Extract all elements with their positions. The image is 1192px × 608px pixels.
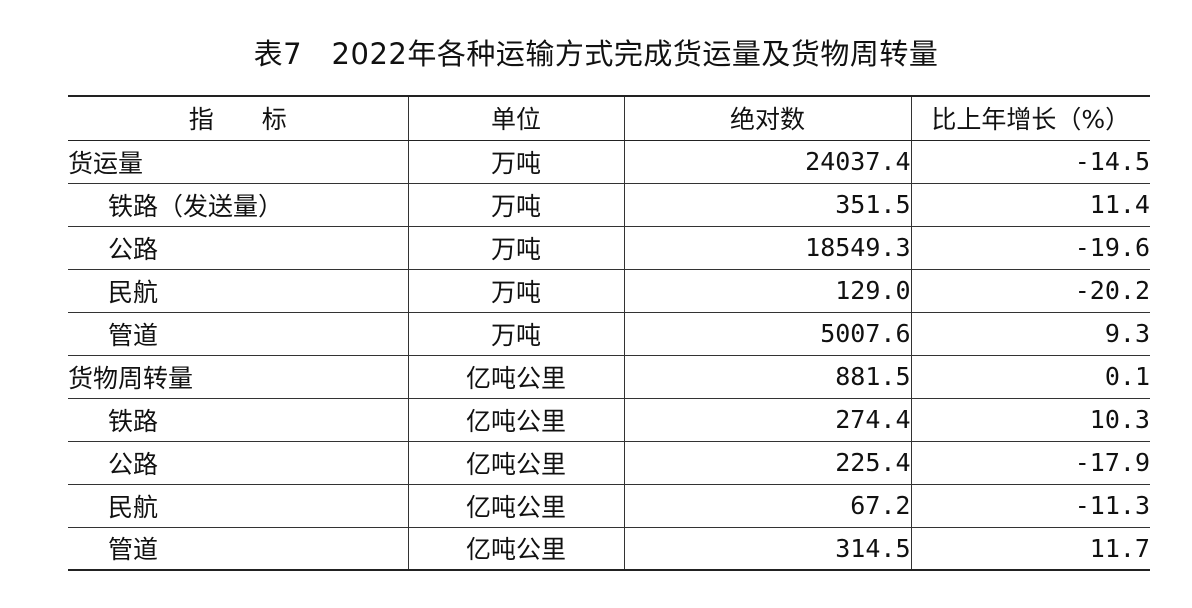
table-title: 表7 2022年各种运输方式完成货运量及货物周转量 bbox=[253, 37, 939, 71]
indicator-cell: 民航 bbox=[68, 269, 408, 313]
absolute-value-cell: 225.4 bbox=[623, 441, 911, 485]
unit-cell: 亿吨公里 bbox=[407, 527, 624, 571]
absolute-value-cell: 18549.3 bbox=[623, 226, 911, 270]
table-row: 铁路 亿吨公里 274.4 10.3 bbox=[68, 398, 1150, 442]
growth-value-cell: 11.4 bbox=[910, 183, 1150, 227]
indicator-cell: 管道 bbox=[68, 527, 408, 571]
unit-cell: 万吨 bbox=[407, 140, 624, 184]
header-growth: 比上年增长（%） bbox=[910, 95, 1150, 141]
absolute-value-cell: 24037.4 bbox=[623, 140, 911, 184]
absolute-value-cell: 129.0 bbox=[623, 269, 911, 313]
header-absolute: 绝对数 bbox=[623, 95, 911, 141]
unit-cell: 万吨 bbox=[407, 312, 624, 356]
header-unit: 单位 bbox=[407, 95, 624, 141]
unit-cell: 亿吨公里 bbox=[407, 355, 624, 399]
growth-value-cell: 9.3 bbox=[910, 312, 1150, 356]
growth-value-cell: 0.1 bbox=[910, 355, 1150, 399]
table-row: 铁路（发送量） 万吨 351.5 11.4 bbox=[68, 183, 1150, 227]
absolute-value-cell: 351.5 bbox=[623, 183, 911, 227]
table-row: 公路 亿吨公里 225.4 -17.9 bbox=[68, 441, 1150, 485]
unit-cell: 万吨 bbox=[407, 226, 624, 270]
growth-value-cell: 10.3 bbox=[910, 398, 1150, 442]
unit-cell: 万吨 bbox=[407, 269, 624, 313]
growth-value-cell: -14.5 bbox=[910, 140, 1150, 184]
unit-cell: 亿吨公里 bbox=[407, 484, 624, 528]
growth-value-cell: -11.3 bbox=[910, 484, 1150, 528]
absolute-value-cell: 314.5 bbox=[623, 527, 911, 571]
growth-value-cell: -17.9 bbox=[910, 441, 1150, 485]
indicator-cell: 铁路（发送量） bbox=[68, 183, 408, 227]
growth-value-cell: 11.7 bbox=[910, 527, 1150, 571]
absolute-value-cell: 5007.6 bbox=[623, 312, 911, 356]
indicator-cell: 货物周转量 bbox=[68, 355, 408, 399]
header-indicator: 指标 bbox=[68, 95, 408, 141]
indicator-cell: 民航 bbox=[68, 484, 408, 528]
indicator-cell: 公路 bbox=[68, 226, 408, 270]
growth-value-cell: -20.2 bbox=[910, 269, 1150, 313]
table-row: 管道 亿吨公里 314.5 11.7 bbox=[68, 527, 1150, 571]
header-row: 指标 单位 绝对数 比上年增长（%） bbox=[68, 95, 1150, 141]
unit-cell: 亿吨公里 bbox=[407, 398, 624, 442]
absolute-value-cell: 67.2 bbox=[623, 484, 911, 528]
unit-cell: 亿吨公里 bbox=[407, 441, 624, 485]
indicator-cell: 公路 bbox=[68, 441, 408, 485]
header-indicator-char-1: 指 bbox=[188, 105, 214, 135]
indicator-cell: 铁路 bbox=[68, 398, 408, 442]
table-row: 民航 万吨 129.0 -20.2 bbox=[68, 269, 1150, 313]
table-row: 民航 亿吨公里 67.2 -11.3 bbox=[68, 484, 1150, 528]
table-row: 货运量 万吨 24037.4 -14.5 bbox=[68, 140, 1150, 184]
header-indicator-char-2: 标 bbox=[261, 105, 287, 135]
growth-value-cell: -19.6 bbox=[910, 226, 1150, 270]
table-row: 公路 万吨 18549.3 -19.6 bbox=[68, 226, 1150, 270]
indicator-cell: 管道 bbox=[68, 312, 408, 356]
unit-cell: 万吨 bbox=[407, 183, 624, 227]
indicator-cell: 货运量 bbox=[68, 140, 408, 184]
absolute-value-cell: 274.4 bbox=[623, 398, 911, 442]
table-row: 管道 万吨 5007.6 9.3 bbox=[68, 312, 1150, 356]
table-row: 货物周转量 亿吨公里 881.5 0.1 bbox=[68, 355, 1150, 399]
freight-table: 指标 单位 绝对数 比上年增长（%） 货运量 万吨 24037.4 -14.5 铁路（发… bbox=[68, 95, 1150, 571]
absolute-value-cell: 881.5 bbox=[623, 355, 911, 399]
